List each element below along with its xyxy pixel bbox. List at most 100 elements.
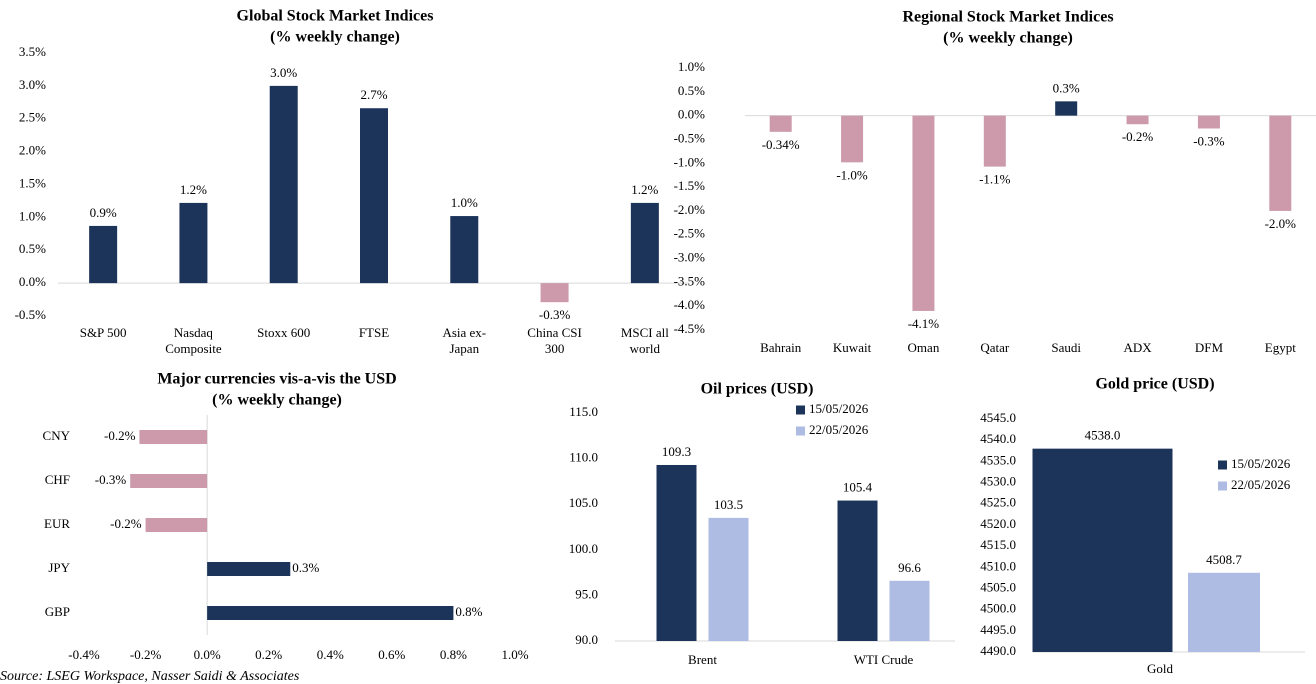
bar [207, 562, 291, 576]
y-tick-label: 100.0 [569, 541, 598, 556]
data-label: 1.2% [180, 182, 207, 197]
bar [708, 517, 749, 641]
bar [656, 464, 697, 641]
y-tick-label: 1.5% [19, 175, 46, 190]
bar [130, 474, 208, 488]
y-tick-label: 115.0 [569, 404, 598, 419]
y-tick-label: -3.5% [674, 273, 706, 288]
y-tick-label: 0.0% [678, 107, 705, 122]
y-tick-label: 4510.0 [980, 558, 1016, 573]
bar [1197, 115, 1220, 129]
y-tick-label: -2.0% [674, 202, 706, 217]
y-tick-label: JPY [48, 560, 70, 575]
x-tick-label: WTI Crude [854, 652, 914, 667]
bar [912, 115, 935, 311]
chart-title: Regional Stock Market Indices [902, 9, 1113, 26]
x-tick-label: Brent [688, 652, 717, 667]
source-note: Source: LSEG Workspace, Nasser Saidi & A… [0, 669, 300, 684]
y-tick-label: GBP [45, 604, 70, 619]
bar [1126, 115, 1149, 125]
x-tick-label: -0.2% [130, 647, 162, 662]
bar [89, 225, 118, 284]
data-label: 1.0% [451, 195, 478, 210]
data-label: -0.34% [762, 137, 800, 152]
data-label: 109.3 [662, 444, 691, 459]
data-label: -1.0% [836, 167, 868, 182]
x-tick-label: 1.0% [501, 647, 528, 662]
y-tick-label: 90.0 [575, 632, 598, 647]
x-tick-label: Saudi [1051, 340, 1081, 355]
y-tick-label: 4535.0 [980, 452, 1016, 467]
chart-title: Global Stock Market Indices [237, 8, 434, 25]
legend-label: 22/05/2026 [1231, 477, 1291, 492]
y-tick-label: 0.0% [19, 274, 46, 289]
y-tick-label: 4495.0 [980, 622, 1016, 637]
y-tick-label: 4505.0 [980, 579, 1016, 594]
y-tick-label: 0.5% [19, 241, 46, 256]
bar [889, 580, 930, 641]
y-tick-label: 4520.0 [980, 516, 1016, 531]
data-label: 0.3% [1053, 80, 1080, 95]
bar [139, 430, 208, 444]
data-label: -4.1% [908, 316, 940, 331]
y-tick-label: 4490.0 [980, 643, 1016, 658]
y-tick-label: -2.5% [674, 226, 706, 241]
data-label: -1.1% [979, 172, 1011, 187]
y-tick-label: -4.5% [674, 321, 706, 336]
legend-label: 15/05/2026 [1231, 456, 1291, 471]
y-tick-label: 4540.0 [980, 431, 1016, 446]
y-tick-label: 95.0 [575, 586, 598, 601]
y-tick-label: 1.0% [678, 59, 705, 74]
bar [179, 202, 208, 284]
y-tick-label: 4515.0 [980, 537, 1016, 552]
data-label: 4538.0 [1085, 428, 1121, 443]
x-tick-label: FTSE [359, 325, 389, 340]
data-label: 103.5 [714, 497, 743, 512]
bar [1188, 572, 1260, 652]
y-tick-label: -4.0% [674, 297, 706, 312]
x-tick-label: Egypt [1265, 340, 1296, 355]
data-label: -2.0% [1265, 216, 1297, 231]
y-tick-label: -3.0% [674, 250, 706, 265]
x-tick-label: Gold [1147, 661, 1174, 676]
bar [1032, 448, 1173, 652]
bar [540, 283, 569, 303]
y-tick-label: -0.5% [15, 307, 47, 322]
data-label: 0.9% [90, 205, 117, 220]
x-tick-label: ADX [1123, 340, 1152, 355]
y-tick-label: 3.5% [19, 44, 46, 59]
data-label: 0.3% [292, 560, 319, 575]
data-label: 2.7% [360, 87, 387, 102]
bar [360, 108, 388, 284]
bar [1055, 101, 1078, 116]
x-tick-label: Nasdaq Composite [165, 325, 222, 356]
bar [630, 202, 659, 284]
x-tick-label: Stoxx 600 [257, 325, 310, 340]
data-label: -0.3% [95, 472, 127, 487]
y-tick-label: 110.0 [569, 450, 598, 465]
x-tick-label: Bahrain [760, 340, 802, 355]
y-tick-label: -1.5% [674, 178, 706, 193]
x-tick-label: Oman [908, 340, 940, 355]
chart-title: Major currencies vis-a-vis the USD [157, 371, 396, 388]
x-tick-label: 0.6% [378, 647, 405, 662]
legend-swatch [796, 405, 805, 415]
legend-swatch [796, 426, 805, 436]
data-label: -0.3% [539, 307, 571, 322]
x-tick-label: 0.8% [440, 647, 467, 662]
bar [145, 518, 208, 532]
chart-subtitle: (% weekly change) [943, 30, 1073, 47]
bar [269, 85, 298, 284]
data-label: 3.0% [270, 65, 297, 80]
legend-label: 15/05/2026 [809, 401, 869, 416]
chart-subtitle: (% weekly change) [270, 29, 400, 46]
data-label: 96.6 [898, 560, 921, 575]
y-tick-label: EUR [44, 516, 70, 531]
x-tick-label: 0.4% [317, 647, 344, 662]
y-tick-label: 4545.0 [980, 410, 1016, 425]
y-tick-label: 4530.0 [980, 474, 1016, 489]
bar [769, 115, 792, 132]
x-tick-label: DFM [1195, 340, 1224, 355]
y-tick-label: 1.0% [19, 208, 46, 223]
